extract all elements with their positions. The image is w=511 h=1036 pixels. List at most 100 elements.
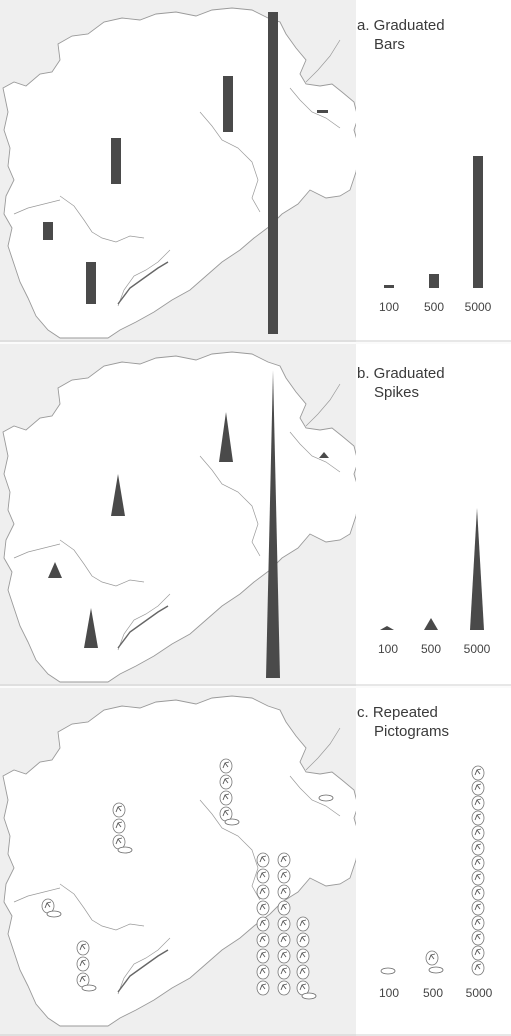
region-boundary [199, 799, 261, 901]
map-graduated-spikes [0, 344, 511, 686]
region-boundary [199, 455, 261, 557]
legend-label-5000: 5000 [463, 642, 491, 656]
river-line [117, 261, 169, 305]
pictogram-icon [471, 930, 485, 946]
legend-label-500: 500 [422, 986, 444, 1000]
pictogram-icon [471, 780, 485, 796]
region-boundary [59, 539, 145, 587]
panel-title-line1: a. Graduated [357, 17, 445, 34]
panel-title-line2: Pictograms [374, 723, 450, 740]
pictogram-icon [471, 915, 485, 931]
pictogram-icon [219, 758, 233, 774]
land-outline [2, 695, 361, 1027]
pictogram-icon [41, 898, 55, 914]
legend-label-100: 100 [377, 642, 399, 656]
pictogram-fraction [81, 984, 97, 992]
region-boundary [305, 727, 341, 771]
graduated-spike [219, 412, 233, 462]
map-symbols [41, 758, 334, 1000]
pictogram-icon [277, 948, 291, 964]
pictogram-icon [471, 855, 485, 871]
panel-title-line1: b. Graduated [357, 365, 445, 382]
region-boundary [13, 543, 61, 559]
legend-label-100: 100 [378, 986, 400, 1000]
pictogram-icon [256, 932, 270, 948]
pictogram-icon [256, 916, 270, 932]
legend-spike [380, 626, 394, 630]
map-graduated-bars [0, 0, 511, 342]
graduated-bar [86, 262, 96, 304]
panel-title-line2: Bars [374, 36, 405, 53]
region-boundary [289, 87, 341, 129]
pictogram-icon [277, 964, 291, 980]
graduated-bar [317, 110, 328, 113]
map-symbols [43, 12, 328, 334]
basemap [0, 0, 511, 342]
region-boundary [117, 249, 171, 307]
panel-repeated-pictograms: c. Repeated Pictograms 100 500 5000 [0, 688, 511, 1036]
legend-label-500: 500 [423, 300, 445, 314]
pictogram-icon [112, 818, 126, 834]
pictogram-icon [471, 900, 485, 916]
region-boundary [59, 883, 145, 931]
pictogram-icon [256, 900, 270, 916]
pictogram-icon [219, 774, 233, 790]
pictogram-icon [277, 852, 291, 868]
region-boundary [117, 593, 171, 651]
pictogram-icon [277, 916, 291, 932]
pictogram-icon [296, 948, 310, 964]
region-boundary [305, 383, 341, 427]
legend-symbols [380, 508, 484, 630]
graduated-spike [84, 608, 98, 648]
pictogram-icon [277, 980, 291, 996]
pictogram-icon [471, 825, 485, 841]
pictogram-icon [277, 900, 291, 916]
graduated-spike [319, 452, 329, 458]
graduated-spike [266, 370, 280, 678]
panel-graduated-spikes: b. Graduated Spikes 100 500 5000 [0, 344, 511, 686]
legend-bar [384, 285, 394, 288]
pictogram-icon [277, 884, 291, 900]
region-boundary [59, 195, 145, 243]
graduated-spike [48, 562, 62, 578]
graduated-bar [223, 76, 233, 132]
legend-symbols [384, 156, 483, 288]
land-outline [2, 351, 361, 683]
region-boundary [289, 431, 341, 473]
pictogram-icon [471, 765, 485, 781]
pictogram-icon [277, 932, 291, 948]
river-line [117, 949, 169, 993]
pictogram-fraction [301, 992, 317, 1000]
panel-title-line2: Spikes [374, 384, 420, 401]
panel-graduated-bars: a. Graduated Bars 100 500 5000 [0, 0, 511, 342]
river-line [117, 605, 169, 649]
graduated-bar [111, 138, 121, 184]
legend-label-100: 100 [378, 300, 400, 314]
graduated-bar [43, 222, 53, 240]
legend-bar [429, 274, 439, 288]
legend-bar [473, 156, 483, 288]
pictogram-icon [256, 884, 270, 900]
legend-label-5000: 5000 [464, 300, 492, 314]
panel-title: c. Repeated Pictograms [357, 703, 449, 741]
pictogram-icon [471, 885, 485, 901]
pictogram-fraction [428, 966, 444, 974]
pictogram-icon [296, 964, 310, 980]
pictogram-icon [471, 870, 485, 886]
map-repeated-pictograms [0, 688, 511, 1036]
panel-title: b. Graduated Spikes [357, 364, 445, 402]
pictogram-fraction [117, 846, 133, 854]
pictogram-icon [256, 868, 270, 884]
pictogram-icon [76, 940, 90, 956]
graduated-bar [268, 12, 278, 334]
pictogram-icon [112, 802, 126, 818]
region-boundary [305, 39, 341, 83]
pictogram-icon [425, 950, 439, 966]
legend-symbols [380, 765, 485, 976]
pictogram-icon [296, 932, 310, 948]
pictogram-fraction [46, 910, 62, 918]
region-boundary [199, 111, 261, 213]
pictogram-icon [471, 810, 485, 826]
pictogram-fraction [224, 818, 240, 826]
region-boundary [13, 887, 61, 903]
